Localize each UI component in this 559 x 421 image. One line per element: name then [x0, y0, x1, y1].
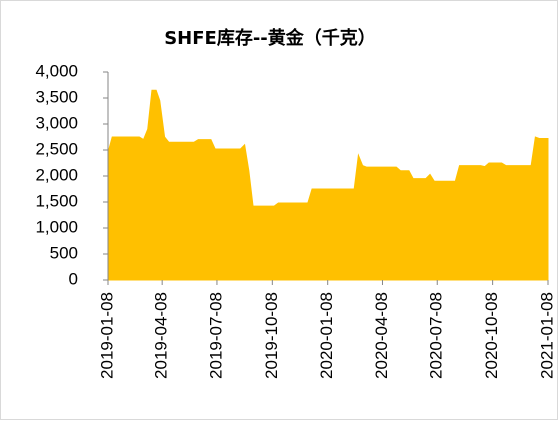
area	[107, 89, 549, 281]
x-tick-label: 2021-01-08	[537, 292, 556, 379]
y-tick-label: 1,000	[35, 217, 78, 236]
x-tick-label: 2019-04-08	[152, 292, 171, 379]
x-tick-label: 2020-04-08	[372, 292, 391, 379]
y-tick-label: 0	[69, 269, 78, 288]
x-tick-label: 2020-07-08	[427, 292, 446, 379]
x-tick-label: 2020-01-08	[317, 292, 336, 379]
y-tick-label: 3,500	[35, 87, 78, 106]
y-tick-label: 500	[50, 243, 78, 262]
x-tick-label: 2019-10-08	[262, 292, 281, 379]
x-tick-label: 2019-07-08	[206, 292, 225, 379]
y-tick-label: 4,000	[35, 61, 78, 80]
chart-title: SHFE库存--黄金（千克）	[164, 27, 376, 49]
y-tick-label: 2,000	[35, 165, 78, 184]
y-tick-label: 1,500	[35, 191, 78, 210]
x-tick-label: 2020-10-08	[482, 292, 501, 379]
y-tick-label: 2,500	[35, 139, 78, 158]
y-tick-label: 3,000	[35, 113, 78, 132]
x-tick-label: 2019-01-08	[97, 292, 116, 379]
